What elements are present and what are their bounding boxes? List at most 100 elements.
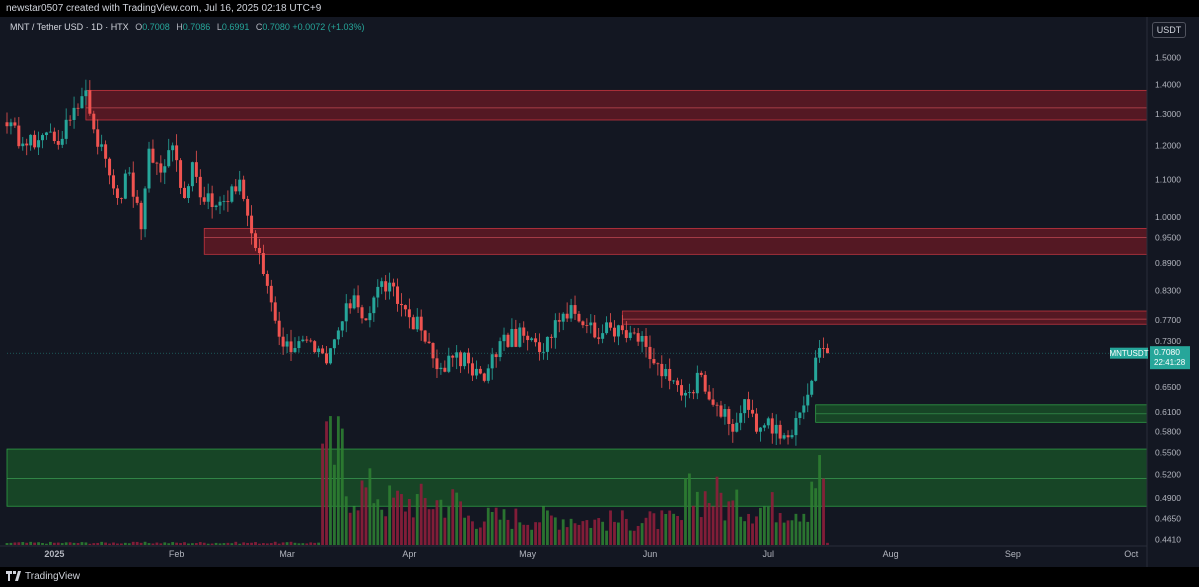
candle-body [84, 90, 88, 97]
candle-body [423, 330, 427, 342]
candle-body [226, 201, 230, 202]
volume-bar [309, 542, 313, 545]
candle [628, 325, 632, 341]
volume-bar [250, 542, 253, 545]
y-tick-label: 1.0000 [1155, 212, 1181, 222]
candle [640, 331, 644, 353]
volume-bar [601, 521, 605, 545]
y-tick-label: 1.4000 [1155, 80, 1181, 90]
candle [632, 327, 636, 335]
candle-body [561, 313, 565, 322]
candle-body [372, 297, 376, 314]
volume-bar [695, 491, 699, 545]
candle [360, 304, 364, 324]
candle-body [80, 96, 84, 109]
candle [340, 320, 344, 338]
candle [766, 416, 770, 429]
candle [699, 370, 703, 378]
volume-bar [29, 541, 33, 545]
volume-bar [510, 528, 514, 545]
volume-bar [214, 542, 218, 545]
volume-bar [561, 519, 565, 545]
candle-body [538, 342, 542, 353]
volume-bar [790, 520, 794, 545]
candle [238, 170, 242, 195]
candle-body [711, 399, 715, 405]
candle-body [644, 336, 648, 347]
candle [691, 389, 695, 400]
volume-bar [352, 506, 356, 545]
candle-body [167, 150, 171, 167]
volume-bar [238, 543, 242, 545]
candle [25, 138, 29, 156]
volume-bar [325, 421, 328, 545]
candle-body [668, 368, 672, 381]
candle-body [467, 352, 471, 364]
candle-body [526, 335, 530, 341]
volume-bar [640, 523, 644, 545]
volume-bar [620, 510, 624, 545]
volume-bar [802, 513, 806, 545]
y-tick-label: 0.7700 [1155, 315, 1181, 325]
candle-body [183, 187, 187, 198]
volume-bar [818, 455, 821, 545]
candle-body [163, 166, 167, 173]
volume-bar [155, 542, 159, 545]
volume-bar [127, 543, 131, 545]
volume-bar [609, 510, 612, 545]
candle [348, 299, 352, 314]
volume-bar [755, 516, 758, 545]
price-chart[interactable]: 1.5000 1.4000 1.3000 1.2000 1.1000 1.0000 0.95… [0, 17, 1199, 567]
candle [344, 294, 348, 333]
volume-bar [810, 481, 814, 545]
candle-body [242, 179, 246, 199]
volume-bar [218, 543, 222, 545]
candle-body [739, 413, 743, 423]
candle [727, 406, 731, 436]
candle-body [123, 173, 127, 199]
candle [222, 194, 226, 211]
candle [372, 295, 376, 322]
volume-bar [680, 520, 683, 545]
candle-body [384, 281, 388, 292]
candle [806, 383, 810, 413]
candle [522, 321, 526, 343]
candle-body [628, 332, 632, 338]
candle [242, 175, 246, 202]
volume-bar [747, 513, 750, 545]
candle [415, 308, 419, 333]
volume-bar [632, 530, 636, 545]
currency-selector[interactable]: USDT [1152, 22, 1186, 38]
candle [159, 155, 163, 183]
candle-body [640, 336, 644, 342]
high-label: H [176, 22, 183, 32]
candle [762, 423, 766, 432]
candle [143, 186, 147, 238]
candle-body [48, 131, 52, 133]
candle [281, 327, 285, 355]
candle-body [147, 148, 151, 189]
candle [774, 414, 778, 446]
candle [131, 161, 135, 208]
volume-bar [171, 542, 175, 545]
volume-bar [711, 506, 715, 545]
candle [175, 134, 179, 172]
resistance-zone-1 [203, 227, 1148, 255]
candle-body [301, 339, 305, 342]
candle [396, 278, 400, 312]
candle-body [285, 341, 289, 347]
candle [778, 420, 782, 445]
candle [206, 183, 210, 210]
volume-bar [589, 527, 593, 545]
volume-bar [490, 511, 494, 545]
candle-body [632, 332, 636, 334]
candle [332, 338, 336, 355]
candle-body [703, 374, 707, 392]
candle [37, 131, 41, 156]
volume-bar [404, 511, 407, 545]
volume-bar [735, 489, 739, 545]
volume-bar [549, 515, 553, 545]
tradingview-logo[interactable]: TradingView [6, 567, 80, 587]
volume-bar [822, 478, 825, 545]
candle [758, 427, 762, 442]
